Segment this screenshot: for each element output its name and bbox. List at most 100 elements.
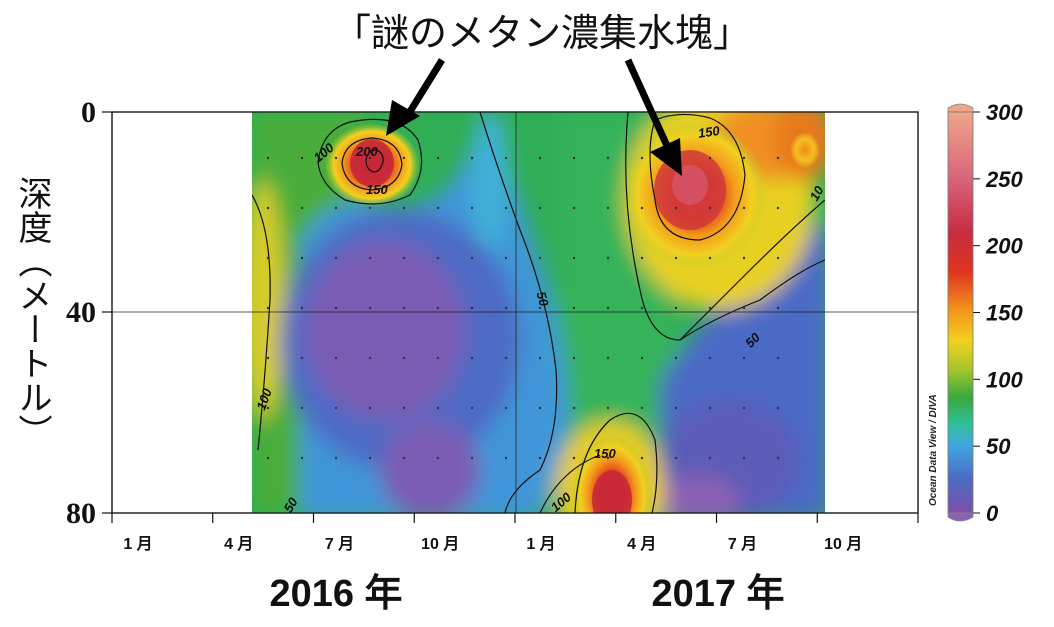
sample-dot (674, 206, 678, 210)
heatmap-field (252, 112, 825, 513)
sample-dot (674, 456, 678, 460)
sample-dot (640, 356, 644, 360)
sample-dot (504, 456, 508, 460)
sample-dot (470, 156, 474, 160)
sample-dot (572, 406, 576, 410)
sample-dot (334, 456, 338, 460)
contour-label: 150 (697, 123, 721, 141)
sample-dot (334, 206, 338, 210)
sample-dot (470, 306, 474, 310)
sample-dot (334, 356, 338, 360)
colorbar-tick-label: 50 (986, 434, 1011, 459)
sample-dot (300, 456, 304, 460)
colorbar-bar (947, 111, 974, 514)
colorbar-tick-label: 300 (986, 100, 1023, 125)
sample-dot (674, 406, 678, 410)
sample-dot (436, 256, 440, 260)
sample-dot (742, 156, 746, 160)
sample-dot (300, 306, 304, 310)
sample-dot (606, 306, 610, 310)
sample-dot (504, 356, 508, 360)
sample-dot (606, 206, 610, 210)
y-tick-label: 0 (81, 96, 96, 129)
contour-label: 100 (253, 386, 275, 412)
sample-dot (470, 256, 474, 260)
sample-dot (572, 256, 576, 260)
sample-dot (368, 306, 372, 310)
sample-dot (606, 256, 610, 260)
year-label-2016: 2016 年 (269, 573, 402, 615)
y-tick-label: 80 (66, 497, 96, 530)
contour-label: 50 (534, 290, 552, 309)
sample-dot (640, 406, 644, 410)
sample-dot (436, 456, 440, 460)
sample-dot (402, 306, 406, 310)
y-axis-label: 深度（メートル） (13, 176, 52, 448)
sample-dot (776, 156, 780, 160)
sample-dot (742, 356, 746, 360)
sample-dot (300, 156, 304, 160)
sample-dot (742, 256, 746, 260)
x-tick-label: 10 月 (421, 535, 459, 553)
sample-dot (402, 256, 406, 260)
sample-dot (572, 206, 576, 210)
sample-dot (436, 156, 440, 160)
sample-dot (708, 306, 712, 310)
sample-dot (300, 206, 304, 210)
colorbar-tick-label: 100 (986, 367, 1023, 392)
sample-dot (436, 406, 440, 410)
sample-dot (606, 156, 610, 160)
sample-dot (266, 156, 270, 160)
x-tick-label: 4 月 (224, 535, 253, 553)
sample-dot (640, 156, 644, 160)
sample-dot (708, 156, 712, 160)
sample-dot (504, 306, 508, 310)
colorbar-tick-label: 150 (986, 301, 1023, 326)
sample-dot (504, 206, 508, 210)
sample-dot (266, 206, 270, 210)
sample-dot (708, 206, 712, 210)
sample-dot (334, 156, 338, 160)
sample-dot (368, 406, 372, 410)
sample-dot (266, 406, 270, 410)
y-axis: 0 40 80 (66, 96, 112, 530)
sample-dot (266, 356, 270, 360)
sample-dot (538, 256, 542, 260)
sample-dot (776, 306, 780, 310)
sample-dot (538, 156, 542, 160)
sample-dot (334, 256, 338, 260)
sample-dot (470, 406, 474, 410)
sample-dot (640, 206, 644, 210)
arrow-head-right (650, 138, 682, 176)
colorbar: 0 50 100 150 200 250 300 Ocean Data View / DIV… (928, 100, 1023, 526)
sample-dot (674, 256, 678, 260)
colorbar-credit: Ocean Data View / DIVA (928, 394, 939, 506)
sample-dot (368, 256, 372, 260)
sample-dot (470, 356, 474, 360)
sample-dot (606, 406, 610, 410)
y-tick-label: 40 (66, 296, 96, 329)
arrow-head-left (386, 100, 420, 136)
sample-dot (674, 356, 678, 360)
sample-dot (742, 456, 746, 460)
sample-dot (538, 206, 542, 210)
sample-dot (674, 306, 678, 310)
x-tick-label: 1 月 (123, 535, 152, 553)
sample-dot (708, 356, 712, 360)
sample-dot (402, 406, 406, 410)
sample-dot (300, 406, 304, 410)
sample-dot (266, 256, 270, 260)
sample-dot (300, 356, 304, 360)
x-tick-label: 7 月 (325, 535, 354, 553)
sample-dot (538, 406, 542, 410)
sample-dot (572, 306, 576, 310)
sample-dot (538, 356, 542, 360)
sample-dot (368, 456, 372, 460)
sample-dot (300, 256, 304, 260)
sample-dot (708, 256, 712, 260)
sample-dot (572, 356, 576, 360)
sample-dot (334, 406, 338, 410)
x-tick-label: 4 月 (627, 535, 656, 553)
contour-lines (252, 112, 825, 513)
